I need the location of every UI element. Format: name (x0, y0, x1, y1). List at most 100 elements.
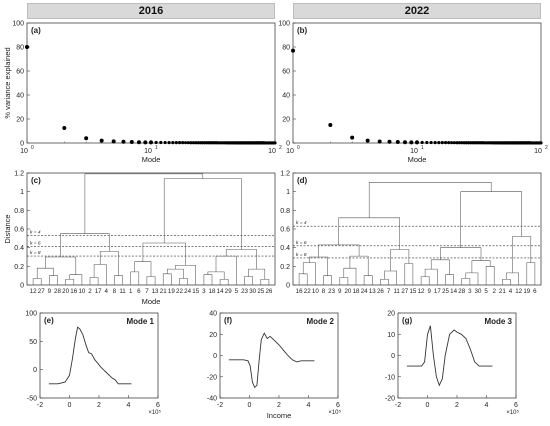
leaf-label: 4 (509, 288, 513, 295)
dendrogram-link (390, 249, 410, 271)
data-point (189, 141, 193, 145)
leaf-label: 12 (30, 288, 37, 295)
x-tick-label: 0 (426, 402, 430, 409)
leaf-label: 3 (468, 288, 472, 295)
leaf-label: 2 (493, 288, 497, 295)
y-tick-label: 1.2 (14, 171, 24, 178)
data-point (174, 141, 178, 145)
leaf-label: 28 (54, 288, 61, 295)
leaf-label: 24 (361, 288, 368, 295)
dendrogram-link (93, 264, 107, 285)
leaf-label: 6 (137, 288, 141, 295)
dendrogram-link (506, 272, 519, 285)
y-tick-label: 40 (282, 93, 290, 100)
y-tick-label: 20 (209, 332, 217, 339)
x-axis-label: Mode (142, 297, 161, 306)
y-tick-label: 0.2 (280, 264, 290, 271)
data-point (449, 141, 454, 145)
leaf-label: 16 (70, 288, 77, 295)
y-tick-label: 0.2 (14, 264, 24, 271)
x-multiplier: ×10⁵ (506, 409, 519, 416)
data-point (167, 140, 171, 145)
dendrogram-link (380, 279, 389, 285)
leaf-label: 18 (353, 288, 360, 295)
y-tick-label: -10 (385, 374, 395, 381)
y-tick-label: 0 (391, 353, 395, 360)
x-axis-label: Mode (142, 155, 161, 164)
data-point (196, 141, 200, 145)
dendrogram-link (99, 251, 119, 276)
leaf-label: 12 (515, 288, 522, 295)
leaf-label: 7 (145, 288, 149, 295)
x-tick-label: 10 (410, 148, 418, 155)
dendrogram-link (248, 268, 266, 280)
data-point (425, 140, 429, 145)
x-tick-label: 4 (127, 402, 131, 409)
dendrogram-link (45, 256, 77, 275)
axes-frame (26, 22, 276, 144)
y-tick-label: 100 (12, 21, 24, 28)
cut-line-label: k = 4 (296, 220, 307, 226)
data-point (420, 140, 424, 145)
x-tick-label: 0 (248, 402, 252, 409)
dendrogram-link (60, 233, 110, 257)
dendrogram-link (384, 270, 397, 285)
leaf-label: 5 (484, 288, 488, 295)
y-tick-label: -20 (385, 396, 395, 403)
leaf-label: 29 (225, 288, 232, 295)
data-point (350, 135, 355, 140)
data-point (129, 140, 134, 145)
leaf-label: 7 (387, 288, 391, 295)
dendrogram-link (219, 279, 229, 285)
y-tick-label: 10 (387, 332, 395, 339)
panel-label: (a) (31, 26, 41, 35)
leaf-label: 1 (129, 288, 133, 295)
data-point (395, 140, 400, 145)
leaf-label: 10 (78, 288, 85, 295)
leaf-label: 4 (105, 288, 109, 295)
y-tick-label: 0.8 (280, 208, 290, 215)
leaf-label: 26 (377, 288, 384, 295)
data-point (273, 141, 277, 145)
data-point (452, 141, 456, 145)
y-tick-label: 100 (278, 21, 290, 28)
y-tick-label: 40 (209, 311, 217, 318)
x-tick-exponent: 2 (279, 145, 282, 151)
leaf-label: 14 (450, 288, 457, 295)
leaf-label: 25 (257, 288, 264, 295)
x-tick-label: 10 (268, 148, 276, 155)
leaf-label: 8 (322, 288, 326, 295)
dendrogram-link (420, 276, 430, 285)
y-tick-label: 0.6 (280, 227, 290, 234)
leaf-label: 12 (418, 288, 425, 295)
y-tick-label: 1 (20, 189, 24, 196)
x-tick-label: 10 (534, 148, 542, 155)
data-point (171, 140, 175, 145)
dendrogram-link (244, 276, 253, 285)
x-tick-label: 6 (336, 402, 340, 409)
dendrogram-link (260, 279, 270, 285)
data-point (194, 141, 198, 145)
y-tick-label: 0 (20, 141, 24, 148)
leaf-label: 13 (152, 288, 159, 295)
y-tick-label: 60 (282, 69, 290, 76)
leaf-label: 16 (296, 288, 303, 295)
x-multiplier: ×10⁵ (328, 409, 341, 416)
dendrogram-link (130, 271, 140, 285)
leaf-label: 17 (434, 288, 441, 295)
dendrogram-link (318, 244, 360, 257)
x-tick-label: 2 (277, 402, 281, 409)
dendrogram-link (215, 255, 237, 285)
dendrogram-link (65, 279, 75, 285)
data-point (163, 140, 167, 145)
leaf-label: 25 (442, 288, 449, 295)
y-tick-label: 0 (213, 353, 217, 360)
y-tick-label: 60 (16, 69, 24, 76)
leaf-label: 9 (338, 288, 342, 295)
data-point (84, 136, 89, 141)
dendrogram-link (363, 275, 373, 285)
x-tick-label: 2 (455, 402, 459, 409)
dendrogram-link (440, 247, 482, 261)
leaf-label: 27 (38, 288, 45, 295)
